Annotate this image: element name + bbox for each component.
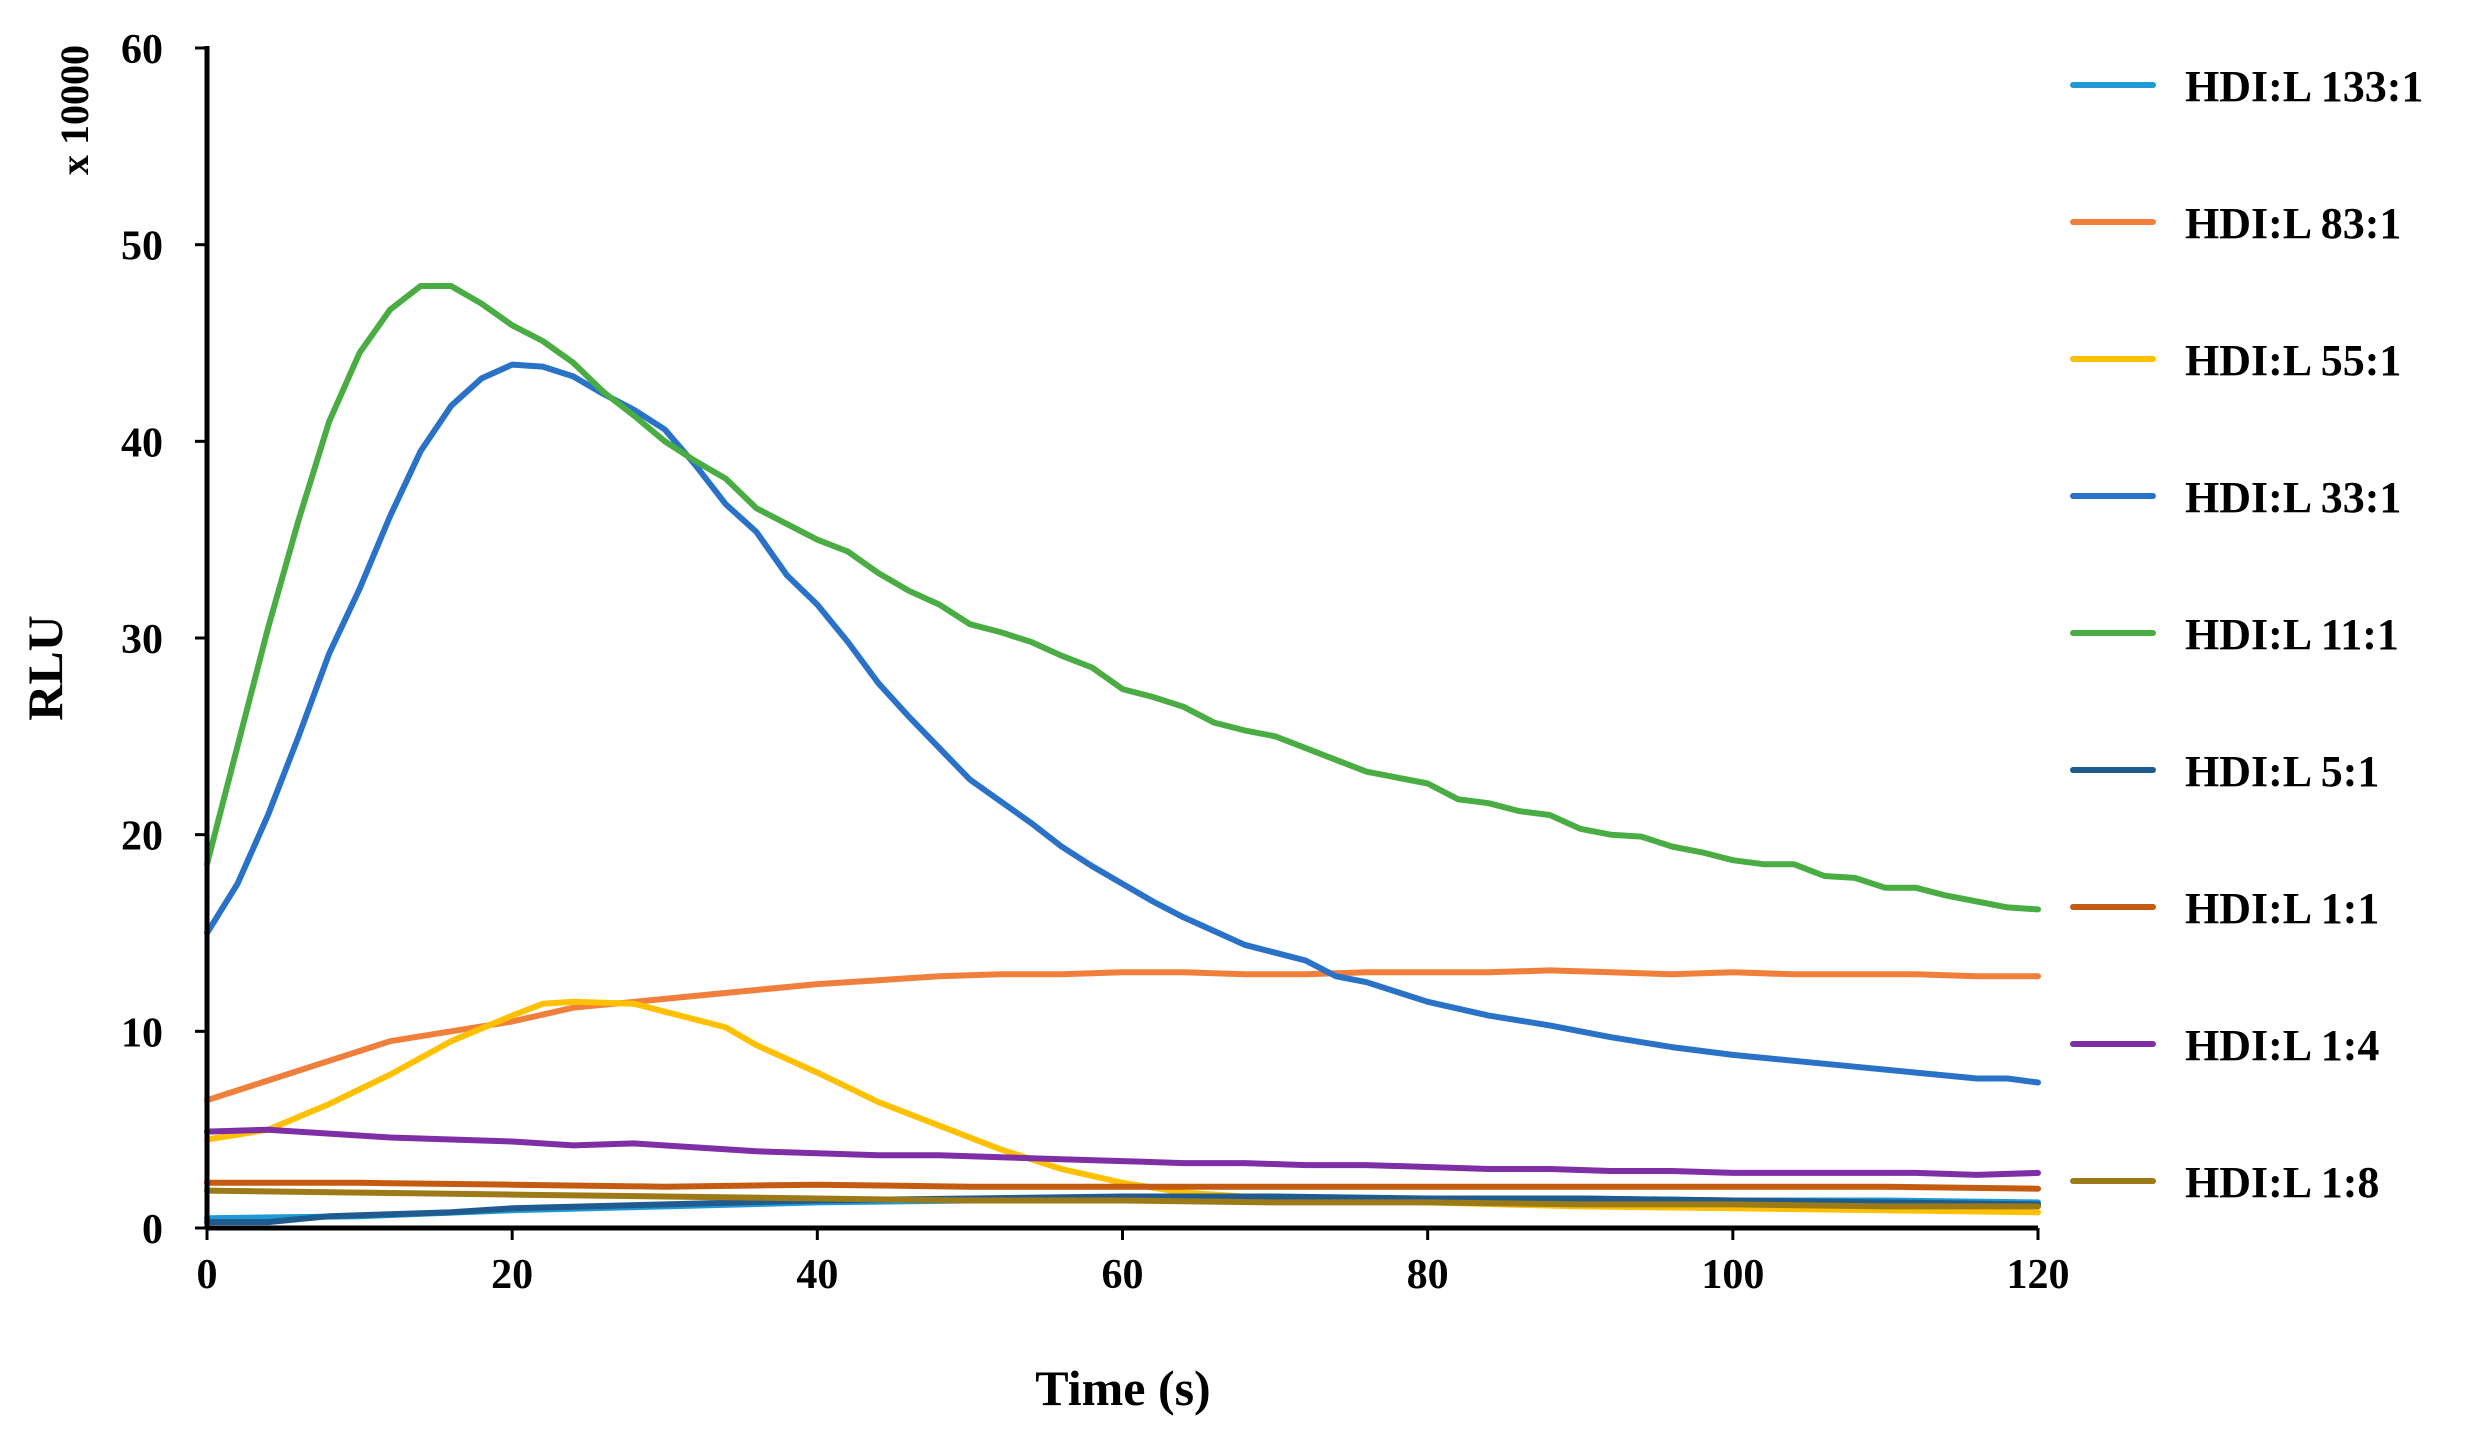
x-tick-label-4: 80 [1407, 1252, 1449, 1298]
series-line-1 [204, 967, 2041, 1104]
y-tick-label-4: 40 [121, 420, 163, 466]
x-tick-label-6: 120 [2007, 1252, 2070, 1298]
series-line-3 [204, 361, 2041, 1086]
legend-label-5: HDI:L 5:1 [2185, 747, 2379, 796]
legend-label-4: HDI:L 11:1 [2185, 610, 2399, 659]
legend-label-8: HDI:L 1:8 [2185, 1158, 2379, 1207]
x-tick-label-2: 40 [796, 1252, 838, 1298]
x-tick-label-0: 0 [197, 1252, 218, 1298]
y-tick-label-5: 50 [121, 224, 163, 270]
y-tick-label-1: 10 [121, 1010, 163, 1056]
x-tick-label-5: 100 [1701, 1252, 1764, 1298]
y-tick-label-0: 0 [142, 1207, 163, 1253]
y-tick-label-2: 20 [121, 814, 163, 860]
y-tick-label-6: 60 [121, 27, 163, 73]
legend-label-6: HDI:L 1:1 [2185, 884, 2379, 933]
series-line-4 [204, 283, 2041, 913]
legend-label-1: HDI:L 83:1 [2185, 199, 2401, 248]
legend-label-2: HDI:L 55:1 [2185, 336, 2401, 385]
series-line-2 [204, 998, 2041, 1216]
y-tick-label-3: 30 [121, 617, 163, 663]
legend-label-0: HDI:L 133:1 [2185, 62, 2423, 111]
x-tick-label-3: 60 [1102, 1252, 1144, 1298]
legend-label-3: HDI:L 33:1 [2185, 473, 2401, 522]
plot-area [204, 283, 2041, 1226]
legend-label-7: HDI:L 1:4 [2185, 1021, 2379, 1070]
x-tick-label-1: 20 [491, 1252, 533, 1298]
y-axis-multiplier-label: x 10000 [52, 45, 97, 175]
series-line-6 [204, 1179, 2041, 1192]
series-line-7 [204, 1126, 2041, 1178]
x-axis-title: Time (s) [1035, 1360, 1210, 1416]
legend: HDI:L 133:1 HDI:L 83:1 HDI:L 55:1 HDI:L 33:… [2070, 62, 2423, 1207]
y-axis-title: RLU [17, 615, 73, 721]
axes: 0 20 40 60 80 100 120 0 10 20 30 40 50 60 [121, 27, 2070, 1298]
series-line-8 [204, 1187, 2041, 1210]
